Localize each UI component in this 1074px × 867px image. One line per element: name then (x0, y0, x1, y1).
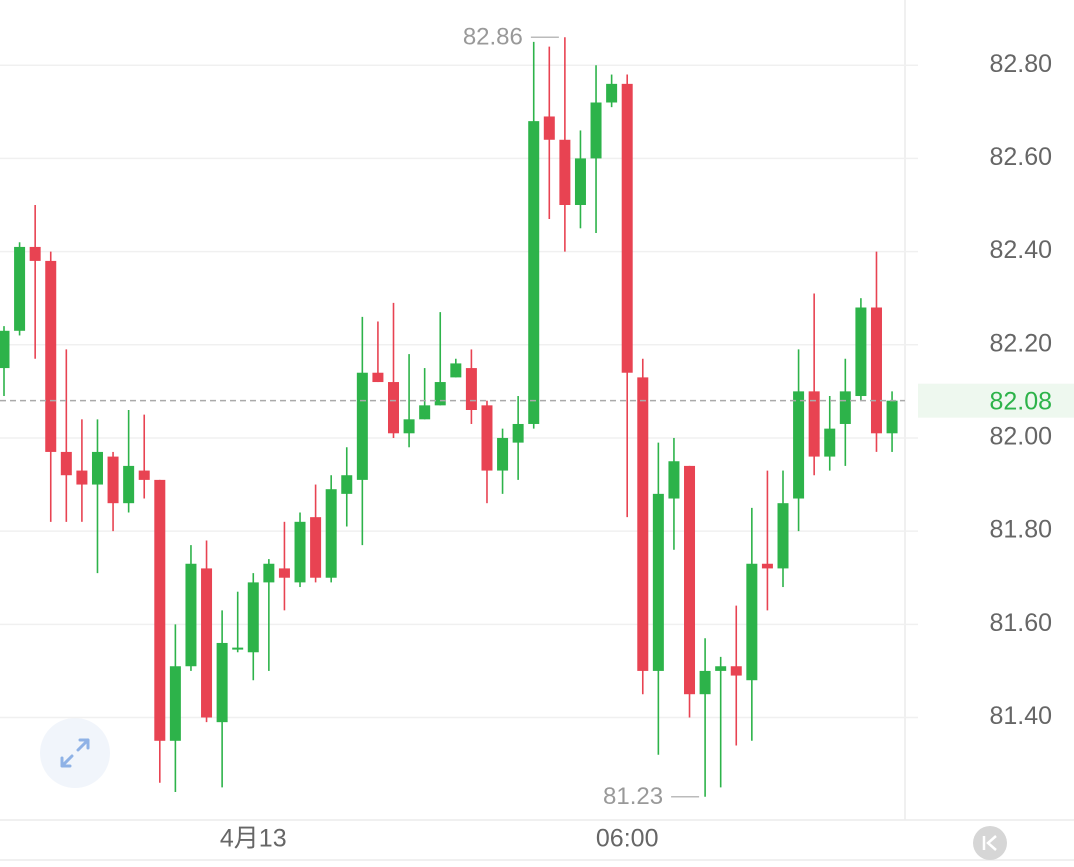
candle-body (434, 382, 446, 406)
candle-body (668, 461, 680, 499)
y-tick-label: 81.60 (989, 609, 1052, 637)
candle-body (403, 419, 415, 434)
candle-body (590, 102, 602, 159)
y-tick-label: 82.80 (989, 50, 1052, 78)
high-annotation: 82.86 (463, 24, 523, 51)
candle-body (637, 377, 649, 671)
candle-body (232, 647, 244, 650)
low-annotation: 81.23 (603, 783, 663, 810)
candle-body (138, 470, 150, 480)
candle-body (278, 568, 290, 578)
candle-body (621, 83, 633, 373)
y-tick-label: 82.20 (989, 329, 1052, 357)
candle-body (870, 307, 882, 434)
reset-icon[interactable] (982, 835, 997, 851)
candle-body (14, 246, 26, 331)
candle-body (388, 382, 399, 434)
candle-body (91, 451, 103, 485)
candle-body (777, 503, 789, 569)
candle-body (450, 363, 462, 378)
candle-body (60, 451, 72, 476)
last-price-label: 82.08 (989, 387, 1052, 415)
candle-body (606, 83, 618, 103)
candle-body (481, 405, 493, 471)
candle-body (793, 391, 805, 499)
candle-body (684, 465, 696, 695)
candle-body (808, 391, 820, 457)
candle-body (559, 139, 571, 205)
y-tick-label: 81.80 (989, 516, 1052, 544)
candle-body (372, 372, 384, 383)
candle-body (886, 400, 898, 434)
y-tick-label: 82.00 (989, 423, 1052, 451)
y-tick-label: 82.60 (989, 143, 1052, 171)
expand-circle[interactable] (40, 718, 110, 788)
candle-body (356, 372, 368, 480)
candle-body (855, 307, 867, 397)
candle-body (715, 666, 727, 671)
candle-body (512, 423, 524, 443)
candle-body (169, 666, 181, 741)
candle-body (29, 246, 41, 261)
candle-body (419, 405, 431, 420)
candle-body (699, 670, 711, 695)
candle-body (294, 521, 306, 583)
y-tick-label: 82.40 (989, 236, 1052, 264)
candle-body (107, 456, 119, 504)
candle-body (247, 582, 259, 653)
candle-body (325, 489, 337, 578)
candle-body (761, 563, 773, 569)
candle-body (528, 121, 540, 424)
candle-body (45, 260, 57, 452)
candle-body (0, 330, 10, 369)
x-tick-label: 06:00 (596, 825, 659, 853)
x-tick-label: 4月13 (220, 825, 287, 853)
candle-body (497, 437, 509, 471)
expand-button[interactable] (40, 718, 110, 788)
reset-circle[interactable] (973, 826, 1007, 860)
y-tick-label: 81.40 (989, 702, 1052, 730)
reset-button[interactable] (973, 826, 1007, 860)
last-price-bg (918, 383, 1074, 418)
candle-body (263, 563, 275, 583)
candle-body (154, 479, 166, 741)
candle-body (465, 368, 477, 410)
candle-body (839, 391, 851, 424)
candle-body (543, 116, 555, 140)
candle-body (341, 475, 353, 494)
candle-body (824, 428, 836, 457)
candle-body (216, 642, 228, 723)
candle-body (201, 568, 213, 718)
candle-body (76, 470, 88, 485)
candle-body (746, 563, 758, 681)
candle-body (310, 517, 322, 578)
candle-body (652, 493, 664, 671)
candle-body (574, 158, 586, 205)
candle-body (185, 563, 197, 667)
expand-icon[interactable] (60, 738, 90, 768)
candle-body (123, 465, 135, 504)
candle-body (730, 666, 742, 676)
